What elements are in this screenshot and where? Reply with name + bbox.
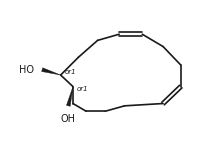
Polygon shape (66, 87, 73, 106)
Polygon shape (42, 68, 61, 75)
Text: OH: OH (61, 113, 76, 124)
Text: or1: or1 (65, 69, 76, 75)
Text: HO: HO (20, 65, 34, 75)
Text: or1: or1 (77, 86, 88, 92)
